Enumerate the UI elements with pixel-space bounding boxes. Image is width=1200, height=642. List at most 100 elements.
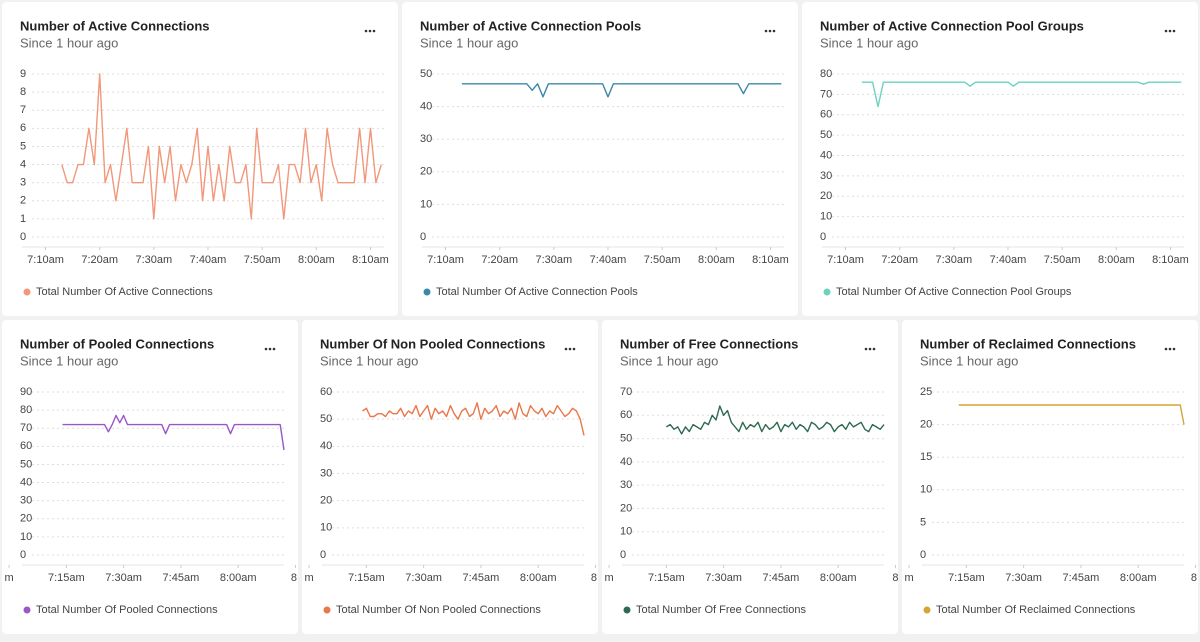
x-tick-label: 7:30am [705,572,742,584]
panel-subtitle: Since 1 hour ago [620,353,718,368]
x-tick-label: 7:15am [348,572,385,584]
y-tick-label: 40 [20,476,32,488]
x-tick-label: m [905,572,914,584]
y-tick-label: 8 [20,86,26,98]
legend-label: Total Number Of Pooled Connections [36,604,218,616]
x-tick-label: 8:00am [298,254,335,266]
x-tick-label: 8:10am [1152,254,1189,266]
x-tick-label: 7:30am [105,572,142,584]
menu-dot [1164,347,1168,351]
panel-subtitle: Since 1 hour ago [420,35,518,50]
menu-dot [1168,347,1172,351]
panel: Number of Reclaimed Connections Since 1 h… [902,320,1200,634]
x-tick-label: 8: [1191,572,1200,584]
menu-dot [372,29,376,33]
panel-subtitle: Since 1 hour ago [920,353,1018,368]
y-tick-label: 20 [920,419,932,431]
y-tick-label: 3 [20,177,26,189]
y-tick-label: 6 [20,122,26,134]
x-tick-label: m [5,572,14,584]
panel: Number of Free Connections Since 1 hour a… [602,320,898,634]
y-tick-label: 40 [820,149,832,161]
menu-dot [1172,29,1176,33]
panel-menu[interactable] [864,347,876,351]
y-tick-label: 20 [820,190,832,202]
y-tick-label: 50 [320,413,332,425]
series-line [461,83,782,98]
x-tick-label: 7:40am [590,254,627,266]
series-line [861,81,1182,108]
legend-label: Total Number Of Reclaimed Connections [936,604,1136,616]
menu-dot [772,29,776,33]
x-tick-label: 7:10am [27,254,64,266]
menu-dot [1168,29,1172,33]
menu-dot [1172,347,1176,351]
x-tick-label: m [605,572,614,584]
x-tick-label: m [305,572,314,584]
y-tick-label: 30 [20,495,32,507]
menu-dot [268,347,272,351]
y-tick-label: 0 [320,549,326,561]
menu-dot [568,347,572,351]
panel-subtitle: Since 1 hour ago [820,35,918,50]
menu-dot [272,347,276,351]
y-tick-label: 50 [20,458,32,470]
x-tick-label: 7:20am [881,254,918,266]
y-tick-label: 15 [920,451,932,463]
legend-swatch [823,288,831,296]
panel-menu[interactable] [764,29,776,33]
y-tick-label: 60 [620,409,632,421]
legend-label: Total Number Of Active Connection Pools [436,286,638,298]
legend-label: Total Number Of Free Connections [636,604,806,616]
y-tick-label: 50 [420,68,432,80]
y-tick-label: 50 [620,432,632,444]
series-line [61,73,382,220]
panel-menu[interactable] [364,29,376,33]
menu-dot [764,29,768,33]
x-tick-label: 7:15am [948,572,985,584]
x-tick-label: 8:00am [520,572,557,584]
y-tick-label: 0 [820,231,826,243]
panel: Number of Active Connection Pools Since 1… [402,2,798,316]
y-tick-label: 0 [20,549,26,561]
panel-menu[interactable] [1164,347,1176,351]
panel-title: Number of Reclaimed Connections [920,336,1136,351]
x-tick-label: 8:10am [352,254,389,266]
y-tick-label: 10 [320,522,332,534]
y-tick-label: 30 [320,467,332,479]
y-tick-label: 5 [20,140,26,152]
legend-swatch [323,606,331,614]
panel: Number Of Non Pooled Connections Since 1 … [302,320,600,634]
panel-menu[interactable] [264,347,276,351]
x-tick-label: 8: [591,572,600,584]
x-tick-label: 7:40am [190,254,227,266]
x-tick-label: 8:00am [220,572,257,584]
x-tick-label: 7:15am [48,572,85,584]
y-tick-label: 30 [820,170,832,182]
y-tick-label: 25 [920,386,932,398]
x-tick-label: 8:00am [1098,254,1135,266]
y-tick-label: 20 [620,502,632,514]
panel: Number of Pooled Connections Since 1 hour… [2,320,298,634]
menu-dot [868,347,872,351]
y-tick-label: 40 [320,440,332,452]
menu-dot [864,347,868,351]
y-tick-label: 60 [820,109,832,121]
menu-dot [768,29,772,33]
panel-subtitle: Since 1 hour ago [20,35,118,50]
y-tick-label: 4 [20,158,26,170]
menu-dot [564,347,568,351]
y-tick-label: 40 [420,101,432,113]
y-tick-label: 60 [320,386,332,398]
menu-dot [572,347,576,351]
panel-title: Number of Pooled Connections [20,336,214,351]
panel-title: Number of Free Connections [620,336,798,351]
x-tick-label: 7:30am [135,254,172,266]
panel-menu[interactable] [1164,29,1176,33]
y-tick-label: 0 [420,231,426,243]
x-tick-label: 7:45am [763,572,800,584]
y-tick-label: 30 [420,133,432,145]
x-tick-label: 7:50am [644,254,681,266]
panel-menu[interactable] [564,347,576,351]
